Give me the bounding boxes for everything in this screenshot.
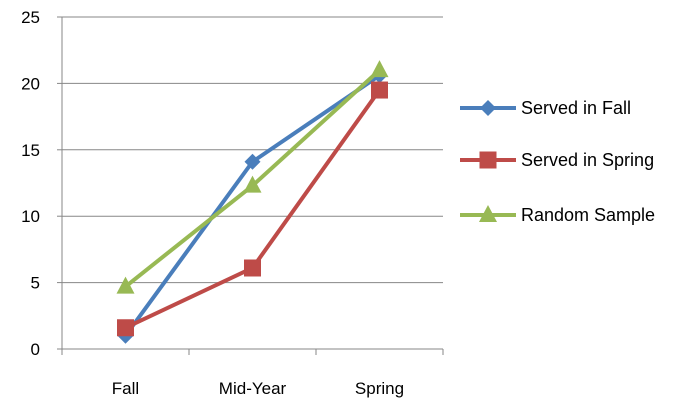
y-tick-label: 25	[21, 8, 40, 27]
series-line	[123, 73, 381, 337]
y-tick-label: 0	[31, 340, 40, 359]
series-2	[116, 60, 389, 294]
series-group	[116, 60, 389, 344]
data-point	[244, 153, 261, 170]
y-tick-label: 10	[21, 207, 40, 226]
legend-label: Served in Fall	[521, 98, 631, 118]
y-tick-label: 5	[31, 274, 40, 293]
legend-item-2: Random Sample	[460, 205, 655, 225]
y-tick-labels: 0 5 10 15 20 25	[21, 8, 40, 359]
data-point	[243, 175, 262, 193]
axes	[57, 16, 444, 355]
legend-label: Served in Spring	[521, 150, 654, 170]
gridlines	[62, 16, 443, 284]
data-point	[371, 81, 388, 99]
data-point	[244, 259, 261, 277]
data-point	[370, 60, 389, 78]
series-1	[117, 81, 388, 337]
x-tick-label: Fall	[112, 379, 139, 398]
legend: Served in Fall Served in Spring Random Sam…	[460, 98, 655, 225]
data-point	[117, 319, 134, 337]
y-tick-label: 15	[21, 141, 40, 160]
series-0	[117, 67, 388, 344]
x-tick-label: Mid-Year	[219, 379, 287, 398]
legend-marker	[479, 151, 497, 169]
data-point	[116, 276, 135, 294]
legend-item-0: Served in Fall	[460, 98, 631, 118]
legend-label: Random Sample	[521, 205, 655, 225]
x-tick-label: Spring	[355, 379, 404, 398]
legend-marker	[479, 205, 497, 222]
legend-marker	[480, 100, 496, 116]
y-tick-label: 20	[21, 74, 40, 93]
series-line	[124, 88, 382, 330]
legend-item-1: Served in Spring	[460, 150, 654, 170]
x-tick-labels: Fall Mid-Year Spring	[112, 379, 404, 398]
